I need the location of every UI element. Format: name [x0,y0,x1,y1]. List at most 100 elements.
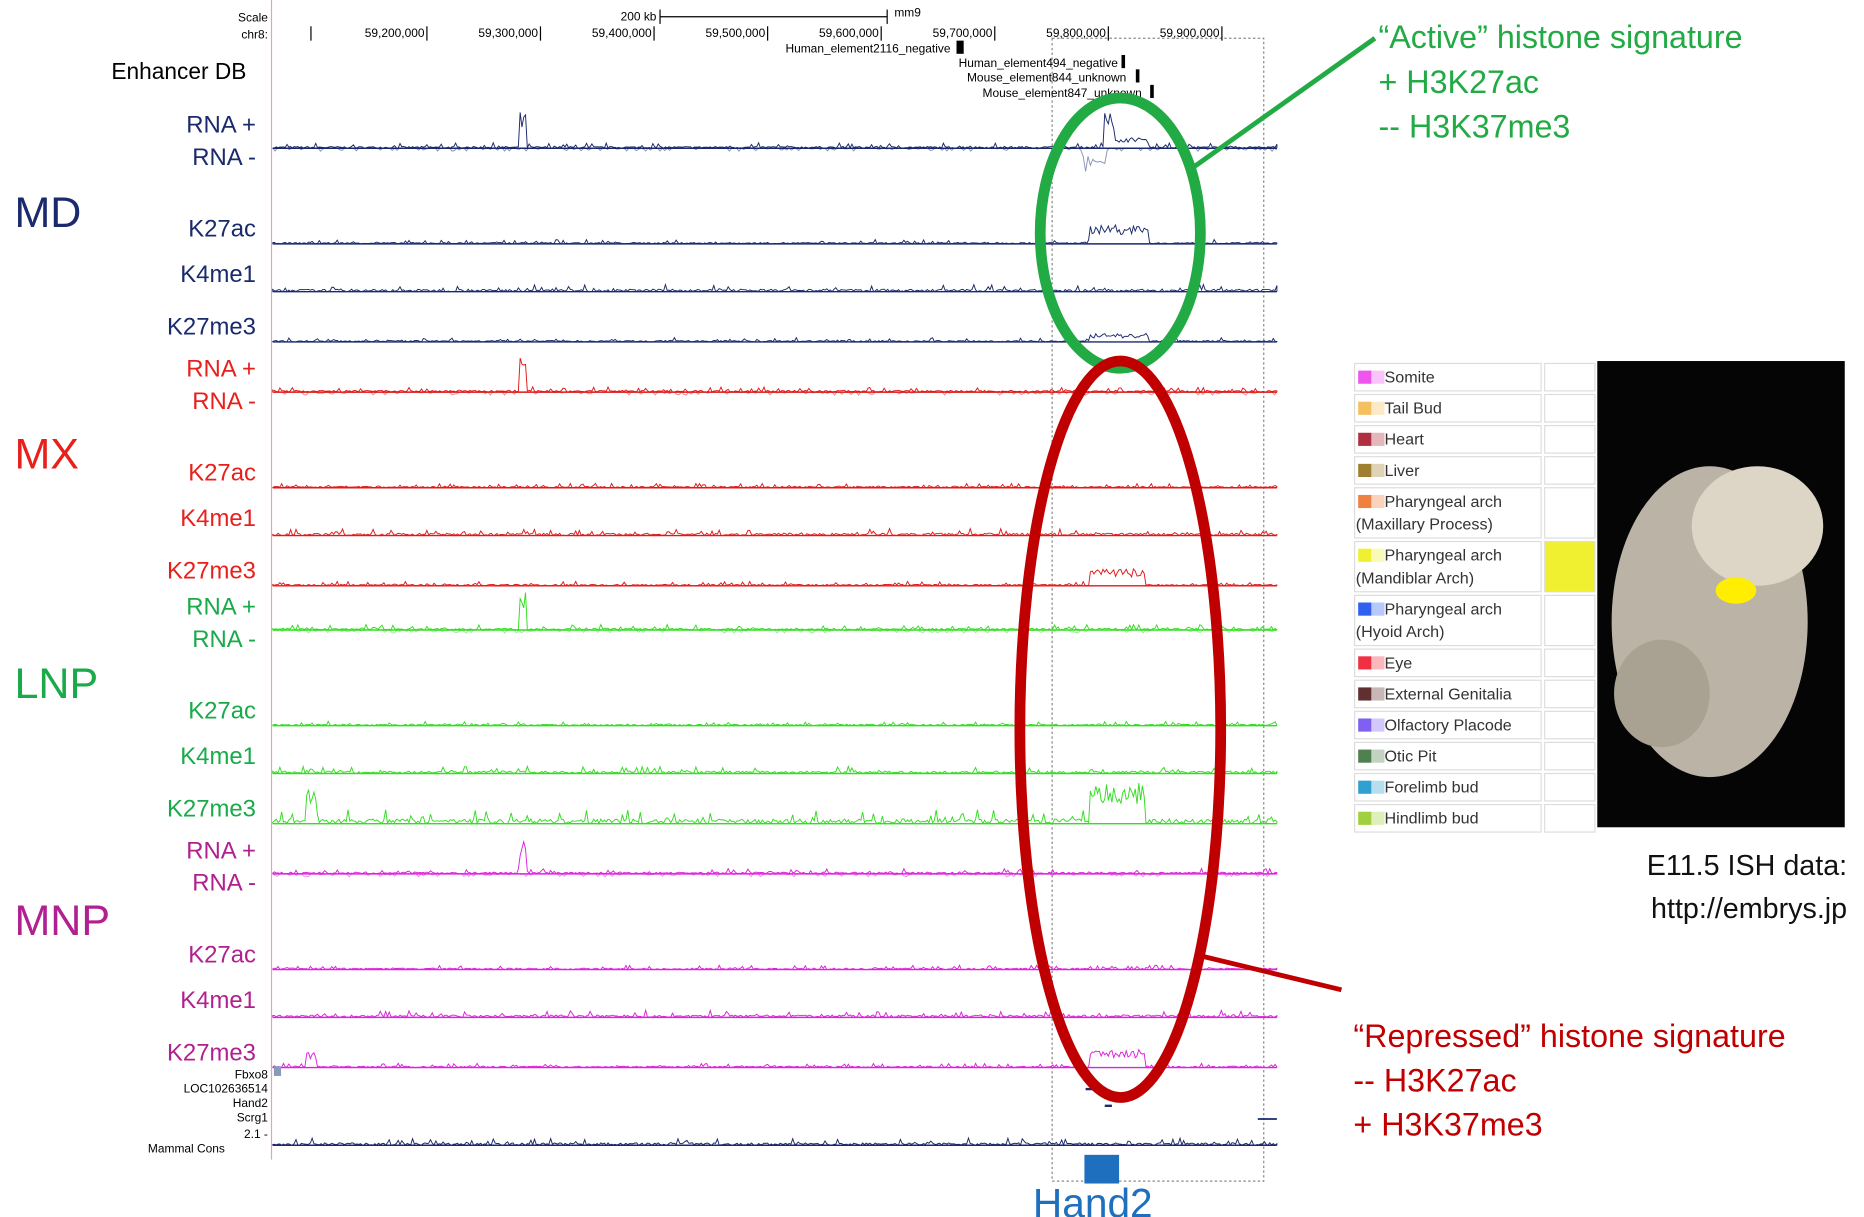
signal-track [273,285,1277,292]
group-label: MNP [14,897,110,945]
legend-label: Eye [1384,654,1412,672]
legend-swatch [1371,687,1384,700]
legend-swatch [1371,402,1384,415]
signal-track [273,112,1277,148]
legend-swatch [1358,718,1371,731]
legend-label: External Genitalia [1384,685,1511,703]
page: {"browser":{"scale_label":"Scale","chrom… [0,0,1864,1217]
signal-track [273,842,1277,874]
legend-swatch [1371,750,1384,763]
enhancer-name: Mouse_element844_unknown [967,70,1126,84]
group-label: MD [14,189,81,237]
track-label: K27ac [188,941,256,968]
ruler-label: 59,600,000 [819,26,879,40]
legend-label: Heart [1384,431,1424,449]
expression-cell [1545,649,1595,676]
signal-track [273,333,1277,341]
legend-swatch [1371,718,1384,731]
legend-label: Hindlimb bud [1384,810,1478,828]
track-label: RNA - [192,144,256,171]
legend-swatch [1358,371,1371,384]
scalebar-label: 200 kb [621,9,657,23]
annotation-title: “Active” histone signature [1379,19,1743,55]
active-pointer [1193,38,1375,167]
gene-name: Hand2 [233,1096,269,1110]
signal-track [273,593,1277,630]
legend-swatch [1371,781,1384,794]
track-label: K27me3 [167,558,256,585]
legend-swatch [1358,687,1371,700]
gene-name: Scrg1 [237,1110,269,1124]
legend-label: (Maxillary Process) [1356,516,1493,534]
signal-track [273,766,1277,773]
annotation-title: “Repressed” histone signature [1353,1018,1785,1054]
signal-track [273,569,1277,586]
cons-scale: 2.1 - [244,1127,268,1141]
signal-track [273,1050,1277,1068]
legend-label: Otic Pit [1384,748,1436,766]
enhancer-mark [1136,69,1140,82]
expression-cell [1545,426,1595,453]
figure: Hand2 Scalechr8:200 kbmm959,200,00059,30… [0,0,1864,1217]
cons-label: Mammal Cons [148,1141,225,1155]
legend-label: (Mandiblar Arch) [1356,569,1474,587]
group-label: LNP [14,660,98,708]
expression-cell [1545,711,1595,738]
expression-cell [1545,488,1595,538]
legend-swatch [1358,812,1371,825]
group-label: MX [14,431,79,479]
ruler-label: 59,400,000 [592,26,652,40]
highlight-box [1052,38,1264,1181]
expression-cell [1545,542,1595,592]
signal-track [273,783,1277,824]
track-label: RNA + [186,593,256,620]
signal-track [273,225,1277,244]
assembly-label: mm9 [894,6,921,20]
legend-swatch [1371,656,1384,669]
legend-label: Olfactory Placode [1384,716,1511,734]
legend-swatch [1358,781,1371,794]
signal-track [273,392,1277,395]
caption: E11.5 ISH data: [1647,850,1847,882]
annotation-line: -- H3K37me3 [1379,108,1571,144]
legend-swatch [1358,495,1371,508]
expression-cell [1545,395,1595,422]
annotation-line: + H3K37me3 [1353,1107,1542,1143]
gene-highlight: Hand2 [1033,1180,1153,1217]
track-label: RNA - [192,388,256,415]
expression-cell [1545,773,1595,800]
legend-label: Pharyngeal arch [1384,600,1501,618]
track-label: K27ac [188,216,256,243]
legend-swatch [1371,603,1384,616]
ruler-label: 59,700,000 [933,26,993,40]
repressed-ellipse [1020,361,1221,1097]
enhancer-name: Human_element494_negative [959,56,1119,70]
embryo-limb [1614,640,1710,748]
legend-swatch [1358,402,1371,415]
track-label: RNA - [192,870,256,897]
legend-swatch [1371,464,1384,477]
ruler-label: 59,300,000 [478,26,538,40]
enhancer-label: Enhancer DB [111,58,246,84]
expression-cell [1545,742,1595,769]
expression-spot [1716,577,1757,603]
expression-cell [1545,595,1595,645]
enhancer-name: Human_element2116_negative [785,42,950,56]
legend-label: Liver [1384,462,1420,480]
legend-label: Tail Bud [1384,400,1441,418]
signal-track [273,965,1277,969]
track-label: K27ac [188,460,256,487]
track-label: RNA + [186,356,256,383]
legend-label: Forelimb bud [1384,779,1478,797]
enhancer-mark [1150,85,1154,98]
legend-swatch [1371,433,1384,446]
annotation-line: -- H3K27ac [1353,1062,1516,1098]
track-label: RNA + [186,837,256,864]
ruler-label: 59,200,000 [365,26,425,40]
legend-swatch [1358,750,1371,763]
track-label: K4me1 [180,743,256,770]
gene-name: Fbxo8 [235,1067,269,1081]
signal-track [273,1010,1277,1017]
caption: http://embrys.jp [1651,893,1847,925]
